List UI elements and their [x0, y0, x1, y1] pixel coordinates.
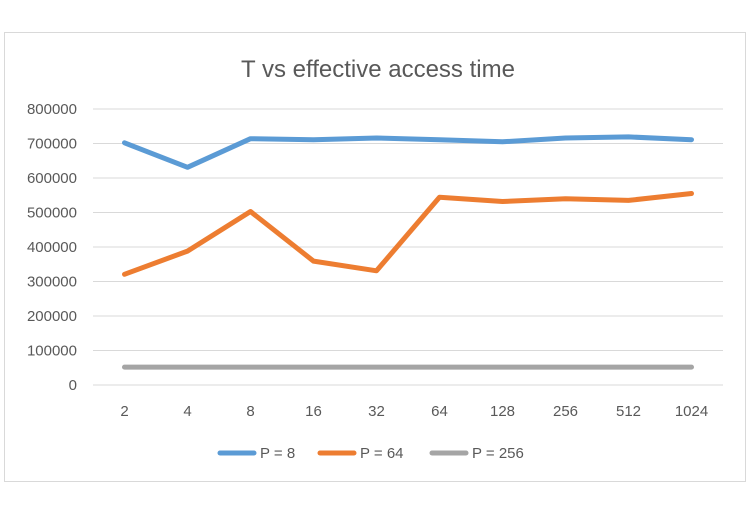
- y-tick-label: 700000: [27, 136, 77, 153]
- x-tick-label: 4: [183, 403, 191, 420]
- y-tick-label: 200000: [27, 308, 77, 325]
- legend: P = 8 P = 64 P = 256: [217, 445, 524, 462]
- line-chart: T vs effective access time 0 100000 200000…: [27, 56, 723, 462]
- legend-label: P = 64: [360, 445, 404, 462]
- x-tick-label: 128: [490, 403, 515, 420]
- y-tick-label: 100000: [27, 343, 77, 360]
- y-axis-ticks: 0 100000 200000 300000 400000 500000 600000 700…: [27, 101, 77, 394]
- x-tick-label: 1024: [675, 403, 708, 420]
- y-tick-label: 0: [69, 377, 77, 394]
- chart-container: T vs effective access time 0 100000 200000…: [4, 32, 746, 482]
- series-line: [122, 191, 694, 277]
- legend-label: P = 8: [260, 445, 295, 462]
- x-tick-label: 8: [246, 403, 254, 420]
- x-tick-label: 2: [120, 403, 128, 420]
- x-tick-label: 512: [616, 403, 641, 420]
- x-tick-label: 256: [553, 403, 578, 420]
- series-lines: [122, 134, 694, 370]
- x-tick-label: 16: [305, 403, 322, 420]
- y-tick-label: 300000: [27, 274, 77, 291]
- y-tick-label: 400000: [27, 239, 77, 256]
- legend-label: P = 256: [472, 445, 524, 462]
- series-line: [122, 134, 694, 170]
- x-axis-ticks: 2 4 8 16 32 64 128 256 512 1024: [120, 403, 708, 420]
- y-tick-label: 500000: [27, 205, 77, 222]
- chart-title: T vs effective access time: [241, 56, 515, 83]
- y-tick-label: 600000: [27, 170, 77, 187]
- x-tick-label: 32: [368, 403, 385, 420]
- x-tick-label: 64: [431, 403, 448, 420]
- gridlines: [93, 108, 723, 386]
- y-tick-label: 800000: [27, 101, 77, 118]
